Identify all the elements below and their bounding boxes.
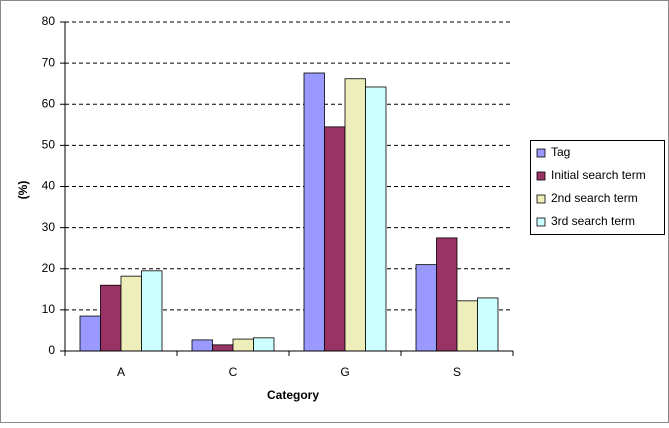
bar xyxy=(212,344,234,352)
bar xyxy=(456,300,478,352)
y-tick-label: 20 xyxy=(42,261,56,275)
y-tick-label: 10 xyxy=(42,302,56,316)
bar xyxy=(344,78,366,352)
bar xyxy=(415,264,437,352)
legend-label: Initial search term xyxy=(551,168,646,182)
legend-label: 3rd search term xyxy=(551,214,635,228)
bar xyxy=(79,315,101,352)
x-axis-title: Category xyxy=(267,388,319,402)
bar xyxy=(232,338,254,352)
y-axis-title: (%) xyxy=(16,181,30,200)
y-tick-label: 0 xyxy=(48,343,55,357)
y-tick-label: 70 xyxy=(42,55,56,69)
y-tick-label: 40 xyxy=(42,179,56,193)
legend-swatch xyxy=(536,171,546,181)
legend-box xyxy=(530,140,665,235)
legend-label: 2nd search term xyxy=(551,191,638,205)
bar xyxy=(100,284,122,352)
x-tick-label: A xyxy=(117,365,125,379)
legend-swatch xyxy=(536,194,546,204)
bar xyxy=(191,339,213,352)
y-tick-label: 50 xyxy=(42,138,56,152)
bar xyxy=(120,275,142,352)
legend-label: Tag xyxy=(551,145,570,159)
legend-swatch xyxy=(536,148,546,158)
bar xyxy=(436,237,458,352)
bar xyxy=(303,72,325,352)
bar xyxy=(477,297,499,352)
bar xyxy=(141,270,163,352)
bar xyxy=(365,86,387,352)
y-tick-label: 30 xyxy=(42,220,56,234)
bar xyxy=(324,126,346,352)
y-tick-label: 80 xyxy=(42,14,56,28)
bar xyxy=(253,337,275,352)
x-tick-label: C xyxy=(229,365,238,379)
x-tick-label: S xyxy=(453,365,461,379)
y-tick-label: 60 xyxy=(42,96,56,110)
x-tick-label: G xyxy=(340,365,349,379)
legend-swatch xyxy=(536,217,546,227)
